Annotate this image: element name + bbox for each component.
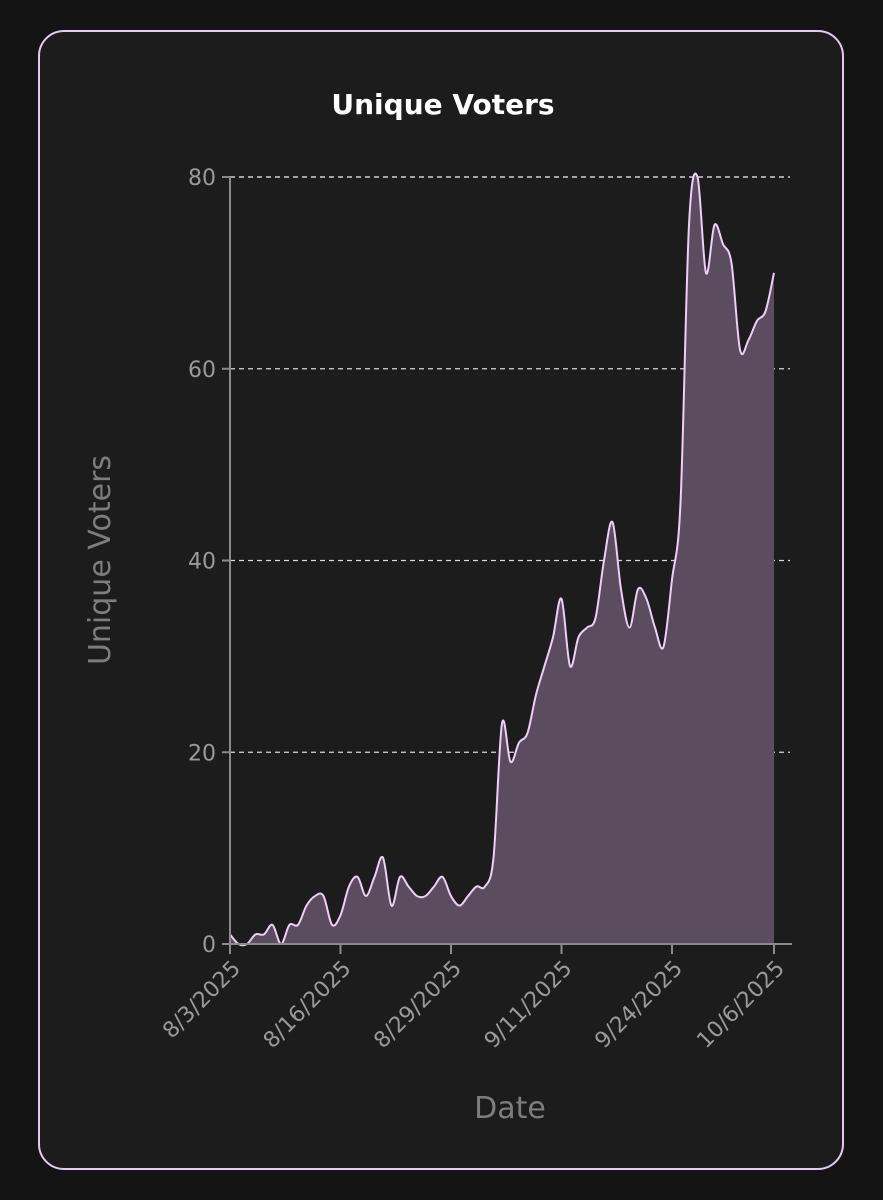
x-axis-title: Date <box>474 1091 546 1126</box>
data-area-group <box>229 172 775 947</box>
x-tick-label: 8/29/2025 <box>369 956 466 1053</box>
series-line <box>229 172 775 947</box>
x-tick-label: 10/6/2025 <box>692 956 789 1053</box>
y-tick-label: 80 <box>188 166 216 191</box>
y-tick-label: 0 <box>202 933 216 958</box>
x-tick-label: 9/11/2025 <box>480 956 577 1053</box>
chart-title: Unique Voters <box>331 88 554 121</box>
y-tick-label: 20 <box>188 741 216 766</box>
y-tick-label: 40 <box>188 550 216 575</box>
x-tick-label: 8/3/2025 <box>158 956 246 1044</box>
x-tick-label: 9/24/2025 <box>590 956 687 1053</box>
y-axis-title: Unique Voters <box>83 455 118 665</box>
chart-card: Unique Voters 0 20 40 60 80 8/3/2025 8/16/202… <box>38 30 844 1170</box>
chart-svg: Unique Voters 0 20 40 60 80 8/3/2025 8/16/202… <box>83 88 792 1126</box>
gridlines <box>230 176 790 753</box>
axes <box>222 176 792 954</box>
y-tick-labels: 0 20 40 60 80 <box>188 166 216 958</box>
x-tick-label: 8/16/2025 <box>259 956 356 1053</box>
x-tick-labels: 8/3/2025 8/16/2025 8/29/2025 9/11/2025 9/24/… <box>158 956 790 1053</box>
y-tick-label: 60 <box>188 358 216 383</box>
series-area <box>230 173 774 946</box>
